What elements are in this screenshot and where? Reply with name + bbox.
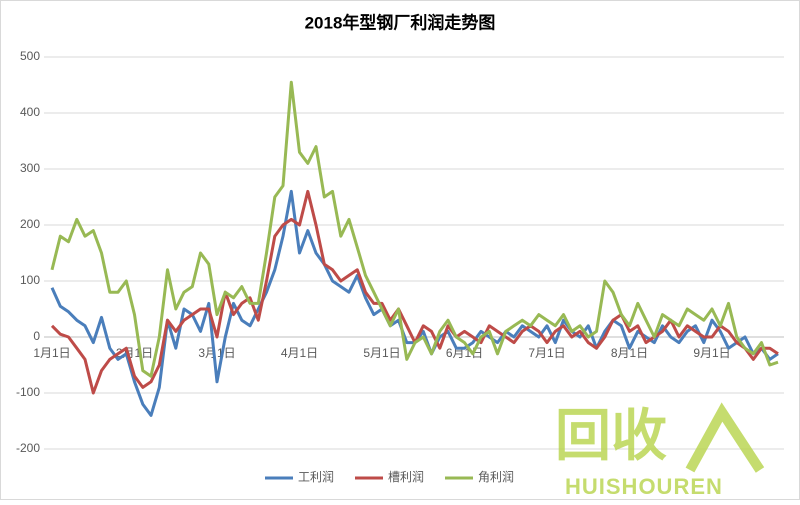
watermark-logo: 回收	[555, 404, 667, 467]
legend-label: 角利润	[478, 470, 514, 484]
x-tick-label: 9月1日	[693, 346, 730, 360]
legend-label: 工利润	[298, 470, 334, 484]
y-tick-label: -100	[16, 385, 40, 399]
y-tick-label: 0	[33, 329, 40, 343]
series-line	[50, 80, 779, 378]
watermark-text: HUISHOUREN	[565, 474, 723, 499]
y-tick-label: 100	[20, 273, 40, 287]
x-tick-label: 1月1日	[33, 346, 70, 360]
chart-title: 2018年型钢厂利润走势图	[305, 12, 496, 32]
legend-label: 槽利润	[388, 470, 424, 484]
x-tick-label: 8月1日	[611, 346, 648, 360]
y-tick-label: -200	[16, 441, 40, 455]
y-tick-label: 500	[20, 49, 40, 63]
x-tick-label: 3月1日	[198, 346, 235, 360]
x-tick-label: 5月1日	[363, 346, 400, 360]
y-tick-label: 400	[20, 105, 40, 119]
x-tick-label: 7月1日	[528, 346, 565, 360]
x-tick-label: 4月1日	[281, 346, 318, 360]
watermark-figure	[685, 402, 765, 473]
y-tick-label: 200	[20, 217, 40, 231]
y-tick-label: 300	[20, 161, 40, 175]
